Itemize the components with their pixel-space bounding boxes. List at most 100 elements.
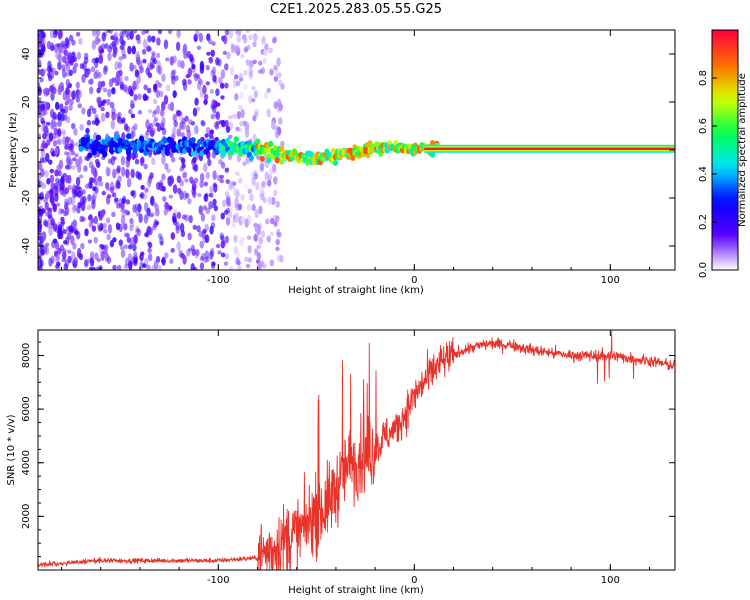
spectrogram-noise-point	[76, 247, 82, 258]
spectrogram-noise-point	[182, 190, 188, 201]
spectrogram-noise-point	[224, 167, 230, 172]
spectrogram-noise-point	[156, 126, 162, 132]
spectrogram-noise-point	[210, 69, 215, 78]
spectrogram-noise-point	[107, 158, 113, 164]
snr-x-axis-label: Height of straight line (km)	[288, 585, 424, 596]
spectrogram-noise-point	[180, 60, 185, 69]
spectrogram-noise-point	[68, 104, 73, 111]
spectrogram-noise-point	[253, 35, 259, 41]
spectrogram-noise-point	[50, 121, 55, 130]
spectrogram-noise-point	[212, 182, 217, 188]
spectrogram-noise-point	[170, 70, 175, 80]
spectrogram-noise-point	[236, 172, 241, 177]
spectrogram-noise-point	[125, 168, 130, 179]
spectrogram-noise-point	[196, 225, 201, 233]
spectrogram-noise-point	[60, 219, 66, 225]
spectrogram-noise-point	[140, 251, 145, 256]
spectrogram-noise-point	[166, 84, 171, 92]
spectrogram-noise-point	[44, 125, 49, 135]
spectrogram-noise-point	[52, 222, 58, 232]
spectrogram-noise-point	[199, 256, 205, 262]
spectrogram-noise-point	[84, 258, 89, 267]
spectrogram-noise-point	[277, 231, 282, 239]
snr-line-marks	[38, 331, 675, 570]
spectrogram-y-tick-label: 20	[21, 96, 32, 109]
spectrogram-noise-point	[198, 205, 203, 215]
spectrogram-ridge-point	[233, 136, 239, 143]
spectrogram-noise-point	[109, 240, 115, 248]
spectrogram-noise-point	[43, 109, 48, 116]
spectrogram-noise-point	[47, 208, 52, 218]
spectrogram-noise-point	[252, 41, 257, 47]
spectrogram-noise-point	[135, 34, 140, 41]
spectrogram-noise-point	[58, 83, 63, 93]
spectrogram-noise-point	[129, 30, 134, 40]
spectrogram-x-tick-label: 100	[601, 275, 620, 286]
spectrogram-noise-point	[131, 151, 136, 160]
spectrogram-noise-point	[155, 89, 161, 99]
spectrogram-noise-point	[271, 37, 277, 44]
spectrogram-noise-point	[107, 193, 112, 199]
spectrogram-noise-point	[147, 46, 152, 52]
spectrogram-noise-point	[57, 224, 63, 234]
spectrogram-noise-point	[245, 30, 251, 34]
colorbar-tick-label: 0.2	[698, 214, 709, 230]
spectrogram-noise-point	[102, 99, 107, 104]
spectrogram-noise-point	[48, 188, 54, 196]
spectrogram-noise-point	[278, 117, 283, 125]
spectrogram-noise-point	[49, 220, 55, 230]
spectrogram-noise-point	[170, 248, 175, 253]
spectrogram-noise-point	[173, 184, 178, 194]
spectrogram-noise-point	[182, 79, 187, 86]
spectrogram-ridge-point	[227, 140, 233, 147]
spectrogram-noise-point	[64, 101, 70, 106]
spectrogram-noise-point	[44, 245, 50, 255]
spectrogram-noise-point	[142, 192, 148, 200]
spectrogram-noise-point	[67, 174, 72, 184]
spectrogram-noise-point	[67, 53, 72, 63]
spectrogram-noise-point	[105, 166, 110, 177]
spectrogram-noise-point	[136, 34, 141, 41]
spectrogram-noise-point	[246, 214, 252, 225]
colorbar-tick-label: 0.0	[698, 262, 709, 278]
spectrogram-noise-point	[144, 30, 150, 34]
spectrogram-noise-point	[141, 48, 147, 55]
spectrogram-noise-point	[161, 127, 167, 136]
spectrogram-noise-point	[194, 97, 199, 106]
spectrogram-noise-point	[56, 261, 61, 267]
spectrogram-noise-point	[181, 117, 186, 124]
spectrogram-noise-point	[112, 113, 117, 121]
spectrogram-noise-point	[99, 244, 104, 249]
spectrogram-noise-point	[54, 139, 60, 145]
spectrogram-noise-point	[98, 181, 104, 187]
spectrogram-noise-point	[125, 155, 131, 161]
spectrogram-noise-point	[57, 128, 62, 137]
spectrogram-noise-point	[119, 45, 125, 50]
spectrogram-noise-point	[50, 217, 55, 227]
spectrogram-noise-point	[43, 244, 48, 251]
snr-y-tick-label: 6000	[21, 396, 32, 421]
spectrogram-noise-point	[208, 200, 213, 210]
spectrogram-noise-point	[151, 157, 156, 166]
spectrogram-noise-point	[74, 153, 79, 158]
spectrogram-noise-point	[81, 107, 86, 115]
spectrogram-noise-point	[187, 79, 192, 85]
spectrogram-noise-point	[209, 250, 214, 260]
spectrogram-noise-point	[94, 35, 100, 46]
spectrogram-noise-point	[116, 181, 121, 190]
spectrogram-noise-point	[115, 71, 121, 81]
spectrogram-noise-point	[267, 196, 272, 205]
spectrogram-noise-point	[83, 260, 89, 268]
spectrogram-noise-point	[248, 34, 253, 41]
spectrogram-noise-point	[236, 111, 242, 120]
spectrogram-noise-point	[219, 232, 224, 241]
spectrogram-noise-point	[91, 177, 96, 183]
spectrogram-noise-point	[117, 175, 122, 183]
spectrogram-noise-point	[262, 263, 267, 269]
spectrogram-noise-point	[121, 195, 127, 205]
spectrogram-noise-point	[253, 173, 259, 180]
spectrogram-noise-point	[209, 225, 214, 235]
spectrogram-noise-point	[245, 263, 251, 269]
spectrogram-noise-point	[53, 30, 59, 36]
spectrogram-noise-point	[67, 196, 73, 206]
